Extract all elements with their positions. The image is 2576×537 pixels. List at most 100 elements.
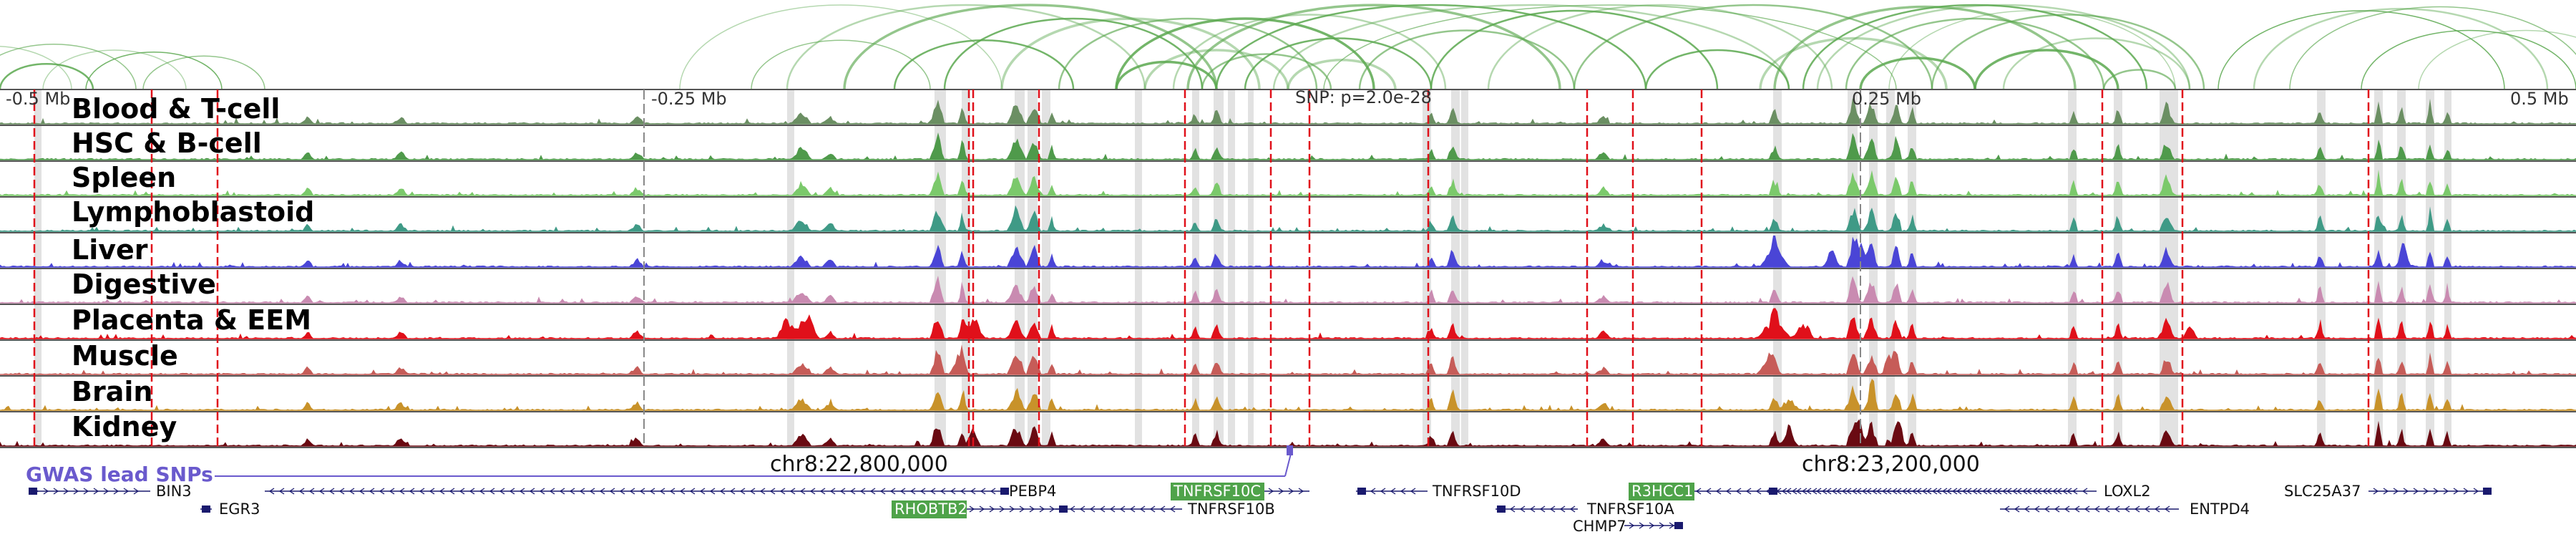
strand-arrow xyxy=(93,488,99,495)
strand-arrow xyxy=(970,488,976,495)
strand-arrow xyxy=(1079,505,1085,513)
loop-arc xyxy=(1000,17,1261,90)
strand-arrow xyxy=(1109,505,1116,513)
gene-exon xyxy=(1000,488,1009,495)
track-labels: Blood & T-cell HSC & B-cell Spleen Lymph… xyxy=(72,93,314,442)
strand-arrow xyxy=(519,488,525,495)
gene: CHMP7 xyxy=(1573,518,1683,535)
strand-arrow xyxy=(338,488,345,495)
gwas-track-label: GWAS lead SNPs xyxy=(26,463,213,486)
strand-arrow xyxy=(2054,505,2060,513)
strand-arrow xyxy=(103,488,109,495)
loop-arc xyxy=(1143,49,1289,90)
strand-arrow xyxy=(759,488,766,495)
strand-arrow xyxy=(479,488,485,495)
loop-arc xyxy=(1244,37,1433,90)
track-label-muscle: Muscle xyxy=(72,340,178,372)
loop-arc xyxy=(2218,10,2505,90)
strand-arrow xyxy=(679,488,686,495)
strand-arrow xyxy=(449,488,455,495)
strand-arrow xyxy=(879,488,886,495)
loop-arc xyxy=(1487,4,1833,90)
strand-arrow xyxy=(709,488,716,495)
strand-arrow xyxy=(819,488,826,495)
chromatin-accessibility-tracks xyxy=(0,89,2576,448)
strand-arrow xyxy=(1755,488,1762,495)
strand-arrow xyxy=(950,488,956,495)
gene-exon xyxy=(1357,488,1366,495)
gene-label: RHOBTB2 xyxy=(894,500,967,518)
gene: TNFRSF10A xyxy=(1496,500,1674,518)
strand-arrow xyxy=(1911,488,1918,495)
gene-exon xyxy=(2483,488,2492,495)
strand-arrow xyxy=(1781,488,1787,495)
strand-arrow xyxy=(53,488,59,495)
strand-arrow xyxy=(539,488,545,495)
strand-arrow xyxy=(318,488,325,495)
gene-label: R3HCC1 xyxy=(1631,483,1693,500)
track-signal xyxy=(0,379,2576,410)
strand-arrow xyxy=(749,488,756,495)
strand-arrow xyxy=(2164,505,2170,513)
strand-arrow xyxy=(2114,505,2120,513)
strand-arrow xyxy=(1529,505,1536,513)
loop-arc xyxy=(2289,6,2576,90)
strand-arrow xyxy=(589,488,595,495)
strand-arrow xyxy=(999,505,1005,513)
strand-arrow xyxy=(1851,488,1858,495)
strand-arrow xyxy=(1559,505,1566,513)
strand-arrow xyxy=(1735,488,1742,495)
strand-arrow xyxy=(649,488,655,495)
strand-arrow xyxy=(969,505,975,513)
strand-arrow xyxy=(1129,505,1136,513)
track-label-digestive: Digestive xyxy=(72,268,216,300)
strand-arrow xyxy=(729,488,736,495)
strand-arrow xyxy=(2453,488,2459,495)
strand-arrow xyxy=(1811,488,1818,495)
strand-arrow xyxy=(1410,488,1416,495)
strand-arrow xyxy=(63,488,69,495)
strand-arrow xyxy=(979,505,985,513)
strand-arrow xyxy=(799,488,806,495)
loop-arc xyxy=(0,63,94,90)
strand-arrow xyxy=(409,488,415,495)
strand-arrow xyxy=(930,488,936,495)
strand-arrow xyxy=(1288,488,1294,495)
strand-arrow xyxy=(1069,505,1075,513)
strand-arrow xyxy=(659,488,665,495)
gene-label: TNFRSF10B xyxy=(1187,500,1275,518)
strand-arrow xyxy=(1159,505,1166,513)
strand-arrow xyxy=(1871,488,1878,495)
strand-arrow xyxy=(529,488,535,495)
gene: TNFRSF10B xyxy=(1055,500,1275,518)
strand-arrow xyxy=(2433,488,2439,495)
gene-label-highlight xyxy=(1629,483,1694,500)
track-label-blood-t-cell: Blood & T-cell xyxy=(72,93,280,125)
strand-arrow xyxy=(1629,522,1635,529)
loop-arc xyxy=(1058,17,1318,90)
strand-arrow xyxy=(989,505,995,513)
loop-arc xyxy=(1888,10,2176,90)
gene-label: TNFRSF10A xyxy=(1586,500,1674,518)
gene-label: BIN3 xyxy=(156,483,192,500)
strand-arrow xyxy=(2062,488,2068,495)
loop-arc xyxy=(142,55,265,90)
track-signal xyxy=(0,276,2576,303)
gene: SLC25A37 xyxy=(2284,483,2492,500)
strand-arrow xyxy=(2011,488,2018,495)
loop-arc xyxy=(1115,17,1375,90)
strand-arrow xyxy=(499,488,505,495)
loop-arc xyxy=(751,39,931,90)
loop-arc xyxy=(786,4,1146,90)
strand-arrow xyxy=(278,488,285,495)
strand-arrow xyxy=(629,488,635,495)
strand-arrow xyxy=(1981,488,1988,495)
strand-arrow xyxy=(1370,488,1376,495)
loop-arc xyxy=(0,46,72,90)
gene-label: TNFRSF10D xyxy=(1432,483,1521,500)
strand-arrow xyxy=(2413,488,2419,495)
strand-arrow xyxy=(1715,488,1722,495)
loop-arc xyxy=(1201,53,1332,90)
strand-arrow xyxy=(899,488,906,495)
